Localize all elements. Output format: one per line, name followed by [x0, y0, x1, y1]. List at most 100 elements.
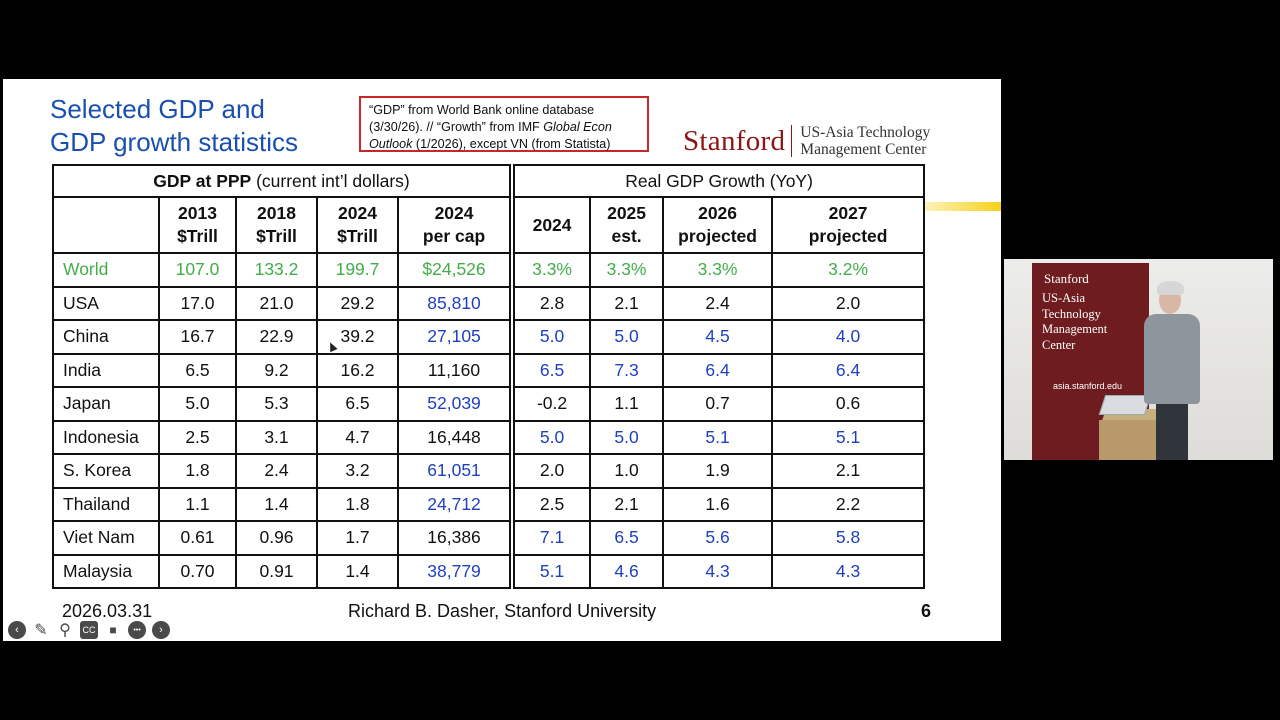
column-header-line1: 2024 [338, 203, 377, 223]
table-cell: 6.5 [511, 352, 592, 388]
banner-line3: Management [1042, 322, 1108, 336]
captions-icon[interactable]: CC [80, 621, 98, 639]
zoom-icon[interactable]: ⚲ [59, 622, 71, 639]
table-cell: 4.3 [771, 553, 926, 589]
source-note-italic: Global Econ Outlook [369, 119, 612, 151]
table-cell: 6.4 [771, 352, 926, 388]
table-cell: 5.0 [511, 319, 592, 355]
column-header-line1: 2018 [257, 203, 296, 223]
source-note: “GDP” from World Bank online database (3… [359, 96, 649, 152]
table-cell: 5.3 [235, 386, 318, 422]
table-cell: 0.7 [662, 386, 774, 422]
group-header-gdp: GDP at PPP (current int’l dollars) [51, 164, 516, 198]
table-cell: 5.0 [511, 419, 592, 455]
table-cell: 6.4 [662, 352, 774, 388]
column-header: 2025 est. [589, 196, 665, 254]
table-cell: 22.9 [235, 319, 318, 355]
table-cell: 5.8 [771, 520, 926, 556]
table-cell: 5.6 [662, 520, 774, 556]
table-cell: 7.3 [589, 352, 665, 388]
banner-line1: US-Asia [1042, 291, 1086, 305]
table-cell: 2.0 [511, 453, 592, 489]
previous-slide-icon[interactable]: ‹ [8, 621, 26, 639]
group-header-gdp-rest: (current int’l dollars) [251, 170, 410, 191]
slideshow-controls: ‹ ✎ ⚲ CC ■ ••• › [8, 621, 170, 639]
column-header-line1: 2026 [698, 203, 738, 223]
table-group-header-row: GDP at PPP (current int’l dollars) Real … [51, 164, 926, 198]
table-cell: 199.7 [316, 252, 399, 288]
column-header-line1: 2025 [607, 203, 647, 223]
table-cell: 3.3% [511, 252, 592, 288]
table-cell: 1.4 [316, 553, 399, 589]
table-cell: 3.1 [235, 419, 318, 455]
banner-center-name: US-Asia Technology Management Center [1042, 291, 1107, 353]
column-header: 2024 per cap [396, 196, 516, 254]
table-cell: 4.7 [316, 419, 399, 455]
column-header-line1: 2024 [434, 203, 474, 223]
banner-line4: Center [1042, 337, 1076, 352]
podium [1099, 420, 1165, 460]
next-slide-icon[interactable]: › [152, 621, 170, 639]
column-header-line2: projected [808, 226, 888, 246]
table-row: S. Korea 1.8 2.4 3.2 61,051 2.0 1.0 1.9 2.1 [52, 453, 926, 489]
table-cell: 6.5 [316, 386, 399, 422]
table-row: Indonesia 2.5 3.1 4.7 16,448 5.0 5.0 5.1 5.1 [52, 419, 926, 455]
column-header-line2: $Trill [177, 226, 218, 246]
table-cell: 16.2 [316, 352, 399, 388]
table-cell: 5.0 [158, 386, 237, 422]
column-header-line2: $Trill [256, 226, 297, 246]
group-header-growth: Real GDP Growth (YoY) [511, 164, 926, 198]
column-header: 2026 projected [662, 196, 774, 254]
banner-title: Stanford [1044, 271, 1089, 286]
table-cell: 24,712 [396, 486, 516, 522]
country-name-cell: Malaysia [52, 553, 160, 589]
logo-center-line1: US-Asia Technology [800, 124, 931, 141]
table-cell: 0.96 [235, 520, 318, 556]
column-header-line1: 2027 [828, 203, 868, 223]
table-row: India 6.5 9.2 16.2 11,160 6.5 7.3 6.4 6.4 [52, 352, 926, 388]
table-cell: 16,386 [396, 520, 516, 556]
country-name-cell: China [52, 319, 160, 355]
source-note-part1: “GDP” from World Bank online database (3… [369, 103, 595, 134]
column-header-line1: 2013 [178, 203, 217, 223]
pen-icon[interactable]: ✎ [34, 622, 48, 639]
table-cell: 21.0 [235, 285, 318, 321]
table-row: USA 17.0 21.0 29.2 85,810 2.8 2.1 2.4 2.0 [52, 285, 926, 321]
table-cell: 39.2 [316, 319, 399, 355]
country-name-cell: Japan [52, 386, 160, 422]
table-cell: 38,779 [396, 553, 516, 589]
source-note-part2: (1/2026), except VN (from Statista) [412, 136, 611, 151]
stanford-logo: Stanford US-Asia Technology Management C… [683, 123, 930, 159]
gdp-table: GDP at PPP (current int’l dollars) Real … [51, 164, 926, 589]
presentation-slide: Selected GDP and GDP growth statistics “… [3, 79, 1001, 641]
column-header: 2024 [511, 196, 592, 254]
highlight-accent-bar [923, 202, 1001, 211]
table-cell: 4.6 [589, 553, 665, 589]
table-cell: -0.2 [511, 386, 592, 422]
table-cell: 6.5 [589, 520, 665, 556]
table-cell: 6.5 [158, 352, 237, 388]
table-cell: 1.4 [235, 486, 318, 522]
table-cell: 5.1 [771, 419, 926, 455]
column-header-country [52, 196, 160, 254]
table-cell: 16.7 [158, 319, 237, 355]
more-options-icon[interactable]: ••• [128, 621, 146, 639]
table-cell: 2.4 [235, 453, 318, 489]
country-name-cell: World [52, 252, 160, 288]
table-cell: 3.2% [771, 252, 926, 288]
camera-icon[interactable]: ■ [109, 623, 117, 637]
table-cell: 2.5 [158, 419, 237, 455]
banner-url: asia.stanford.edu [1053, 381, 1123, 391]
table-cell: 27,105 [396, 319, 516, 355]
table-cell: 2.4 [662, 285, 774, 321]
table-cell: 2.1 [589, 285, 665, 321]
table-cell: 1.6 [662, 486, 774, 522]
column-header-line2: est. [611, 226, 642, 246]
table-cell: 1.1 [158, 486, 237, 522]
table-cell: 0.6 [771, 386, 926, 422]
country-name-cell: Viet Nam [52, 520, 160, 556]
table-cell: 107.0 [158, 252, 237, 288]
table-cell: 1.9 [662, 453, 774, 489]
table-cell: 5.0 [589, 319, 665, 355]
speaker-video-feed: Stanford US-Asia Technology Management C… [1004, 259, 1273, 460]
